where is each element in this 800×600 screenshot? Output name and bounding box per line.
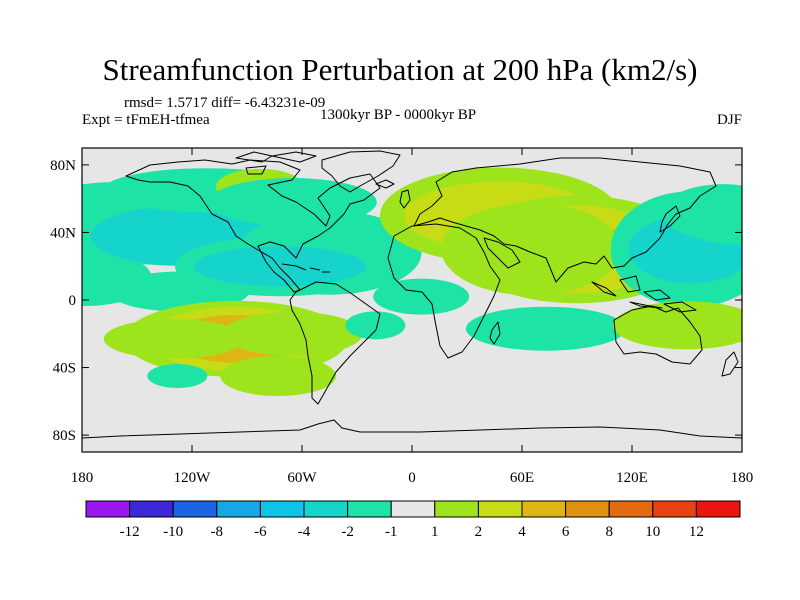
colorbar-label: 8 — [605, 524, 613, 540]
colorbar-swatch — [608, 500, 654, 518]
experiment-label: Expt = tFmEH-tfmea — [82, 112, 210, 128]
field-anomaly — [441, 203, 622, 296]
colorbar-label: 2 — [475, 524, 483, 540]
colorbar-label: -4 — [298, 524, 311, 540]
colorbar-swatch — [652, 500, 697, 518]
colorbar-label: -10 — [163, 524, 183, 540]
coastline-uk — [399, 189, 411, 209]
stats-label: rmsd= 1.5717 diff= -6.43231e-09 — [124, 95, 326, 111]
coastline-south-america — [289, 281, 381, 405]
coastline-southeast-asia-islands — [591, 275, 697, 313]
colorbar-swatch — [216, 500, 261, 518]
field-anomaly — [222, 311, 363, 356]
coastline-greenland — [321, 150, 401, 193]
field-anomaly — [175, 236, 385, 297]
colorbar-label: -2 — [341, 524, 354, 540]
x-tick-label: 180 — [71, 470, 94, 486]
x-tick-label: 60E — [510, 470, 534, 486]
y-tick-label: 40N — [50, 225, 76, 241]
colorbar-swatch — [347, 500, 392, 518]
colorbar-swatch — [521, 500, 567, 518]
x-tick-label: 60W — [287, 470, 317, 486]
coastline-new-zealand — [721, 351, 739, 377]
x-tick-label: 120W — [174, 470, 212, 486]
field-anomaly — [345, 311, 406, 340]
coastline-north-america — [125, 159, 381, 293]
y-tick-label: 80S — [53, 428, 76, 444]
coastline-australia — [613, 305, 703, 365]
chart-title: Streamfunction Perturbation at 200 hPa (… — [102, 52, 698, 87]
coastline-arctic-islands — [235, 151, 317, 175]
colorbar-label: 1 — [431, 524, 439, 540]
colorbar-swatch — [477, 500, 523, 518]
colorbar-label: -12 — [120, 524, 140, 540]
field-anomaly — [373, 278, 470, 315]
field-anomaly — [680, 196, 742, 245]
coastline-antarctica — [82, 419, 742, 439]
colorbar-swatch — [129, 500, 174, 518]
field-anomaly — [465, 306, 626, 351]
field-anomaly — [147, 364, 208, 388]
coastline-arabia — [483, 237, 521, 269]
coastline-caribbean — [281, 263, 330, 273]
coastline-eurasia — [413, 157, 717, 283]
colorbar-swatch — [695, 500, 741, 518]
colorbar-swatch — [390, 500, 436, 518]
colorbar-label: -8 — [211, 524, 224, 540]
field-anomaly — [613, 301, 742, 350]
colorbar-label: 4 — [518, 524, 526, 540]
x-tick-label: 0 — [408, 470, 416, 486]
coastline-japan — [659, 205, 681, 233]
colorbar-swatch — [434, 500, 479, 518]
y-tick-label: 80N — [50, 158, 76, 174]
coastline-africa — [387, 223, 501, 359]
colorbar-swatch — [172, 500, 218, 518]
colorbar-label: -6 — [254, 524, 267, 540]
colorbar-label: 12 — [689, 524, 704, 540]
colorbar-swatch — [259, 500, 305, 518]
y-tick-label: 0 — [69, 293, 77, 309]
colorbar-swatch — [85, 500, 131, 518]
season-label: DJF — [716, 112, 742, 128]
colorbar-label: 10 — [645, 524, 660, 540]
field-anomaly — [103, 318, 244, 359]
x-tick-label: 180 — [731, 470, 754, 486]
coastline-iceland — [375, 179, 395, 189]
x-tick-label: 120E — [616, 470, 648, 486]
colorbar-swatch — [565, 500, 610, 518]
field-anomaly — [220, 356, 337, 396]
y-tick-label: 40S — [53, 361, 76, 377]
coastline-madagascar — [489, 321, 501, 345]
period-label: 1300kyr BP - 0000kyr BP — [320, 107, 477, 123]
colorbar-label: -1 — [385, 524, 398, 540]
colorbar-swatch — [303, 500, 349, 518]
colorbar-label: 6 — [562, 524, 570, 540]
